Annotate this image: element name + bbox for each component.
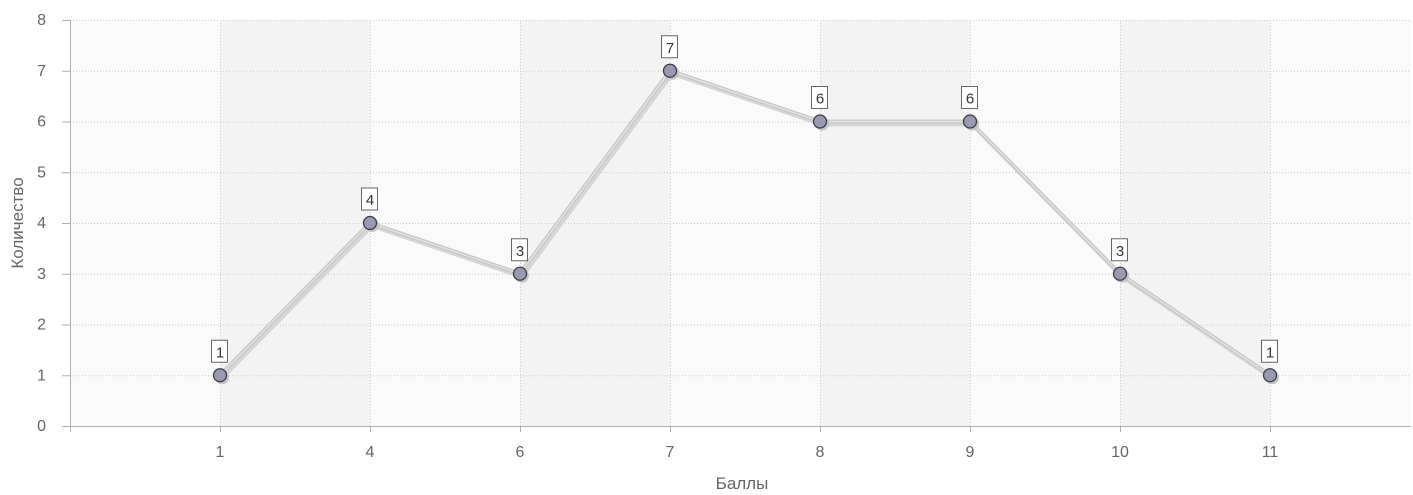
x-tick-label: 6 [516,444,525,461]
axes [70,20,1411,432]
data-label: 4 [366,192,374,209]
data-label-box [511,238,528,262]
data-label: 1 [1266,344,1274,361]
x-axis-ticks: 1 4 6 7 8 9 10 11 [216,426,1279,461]
x-tick-label: 8 [816,444,825,461]
data-point [662,63,678,78]
series-line-highlight [219,70,1271,376]
data-point [362,215,378,231]
y-tick-label: 6 [37,114,46,131]
data-point [962,114,978,129]
data-label-box [961,86,978,109]
y-axis-ticks: 0 1 2 3 4 5 6 7 8 [37,12,70,435]
data-label-box [1261,339,1278,363]
data-label: 3 [516,243,524,260]
data-label-box [661,35,678,59]
y-tick-label: 3 [37,266,46,283]
data-label: 1 [216,344,224,361]
series [212,63,1279,385]
data-label-box [1111,238,1128,262]
y-tick-label: 4 [37,215,46,232]
y-tick-label: 0 [37,418,46,435]
data-point [212,368,228,383]
x-tick-label: 11 [1262,444,1279,461]
data-label: 6 [966,91,974,108]
data-label-box [211,339,228,363]
x-axis-title: Баллы [716,474,769,493]
x-tick-label: 9 [966,444,975,461]
y-tick-label: 7 [37,63,46,80]
data-label: 3 [1116,243,1124,260]
x-tick-label: 7 [666,444,675,461]
data-labels: 1 4 3 7 6 6 3 1 [211,35,1278,363]
data-label: 6 [816,91,824,108]
x-tick-label: 1 [216,444,225,461]
data-point [1112,266,1128,281]
y-tick-label: 8 [37,12,46,29]
y-tick-label: 2 [37,317,46,334]
data-point [512,266,528,281]
y-tick-label: 5 [37,164,46,181]
data-label-box [811,86,828,109]
x-tick-label: 4 [366,444,375,461]
data-point [812,114,828,129]
y-axis-title: Количество [8,177,27,268]
y-tick-label: 1 [37,367,46,384]
x-tick-label: 10 [1111,444,1129,461]
data-label-box [361,187,378,211]
data-label: 7 [666,40,674,57]
data-point [1262,368,1278,383]
